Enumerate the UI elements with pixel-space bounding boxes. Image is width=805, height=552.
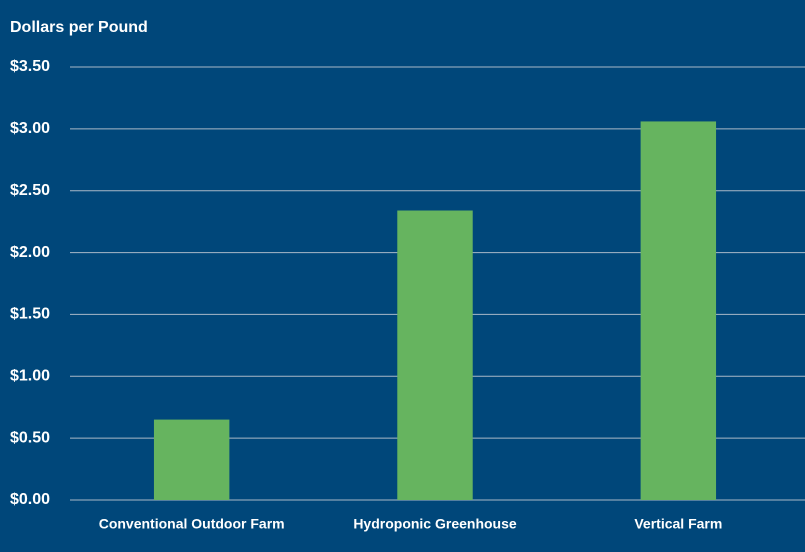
y-tick-label: $0.00 [10, 491, 50, 508]
bar [640, 121, 717, 500]
y-tick-label: $0.50 [10, 429, 50, 446]
bar [397, 210, 473, 500]
y-tick-label: $1.50 [10, 306, 50, 323]
y-axis-label: Dollars per Pound [10, 19, 148, 36]
y-tick-label: $2.00 [10, 244, 50, 261]
x-tick-label: Hydroponic Greenhouse [353, 516, 517, 532]
x-tick-label: Vertical Farm [634, 516, 722, 532]
y-tick-label: $2.50 [10, 182, 50, 199]
x-tick-label: Conventional Outdoor Farm [99, 516, 285, 532]
y-tick-label: $3.00 [10, 120, 50, 137]
bar [153, 419, 230, 500]
y-tick-label: $3.50 [10, 58, 50, 75]
y-tick-label: $1.00 [10, 368, 50, 385]
